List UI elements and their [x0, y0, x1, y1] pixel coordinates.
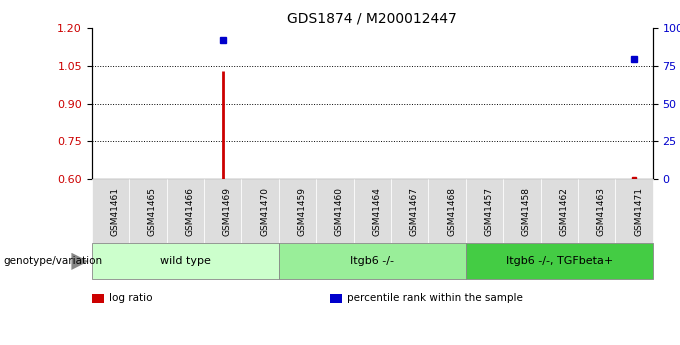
Text: GSM41457: GSM41457: [484, 187, 494, 236]
Text: GSM41463: GSM41463: [596, 187, 606, 236]
Text: GSM41468: GSM41468: [447, 187, 456, 236]
Text: GSM41471: GSM41471: [634, 187, 643, 236]
Text: genotype/variation: genotype/variation: [3, 256, 103, 266]
Text: GSM41461: GSM41461: [110, 187, 120, 236]
Text: GSM41458: GSM41458: [522, 187, 531, 236]
Text: wild type: wild type: [160, 256, 211, 266]
Text: GSM41469: GSM41469: [223, 187, 232, 236]
Text: GSM41464: GSM41464: [373, 187, 381, 236]
Text: Itgb6 -/-, TGFbeta+: Itgb6 -/-, TGFbeta+: [506, 256, 613, 266]
Text: GSM41460: GSM41460: [335, 187, 344, 236]
Polygon shape: [71, 253, 88, 270]
Title: GDS1874 / M200012447: GDS1874 / M200012447: [288, 11, 457, 25]
Text: GSM41465: GSM41465: [148, 187, 157, 236]
Text: GSM41459: GSM41459: [297, 187, 307, 236]
Text: GSM41462: GSM41462: [559, 187, 568, 236]
Text: percentile rank within the sample: percentile rank within the sample: [347, 294, 523, 303]
Text: GSM41466: GSM41466: [185, 187, 194, 236]
Text: Itgb6 -/-: Itgb6 -/-: [350, 256, 394, 266]
Text: GSM41467: GSM41467: [409, 187, 419, 236]
Text: GSM41470: GSM41470: [260, 187, 269, 236]
Text: log ratio: log ratio: [109, 294, 152, 303]
